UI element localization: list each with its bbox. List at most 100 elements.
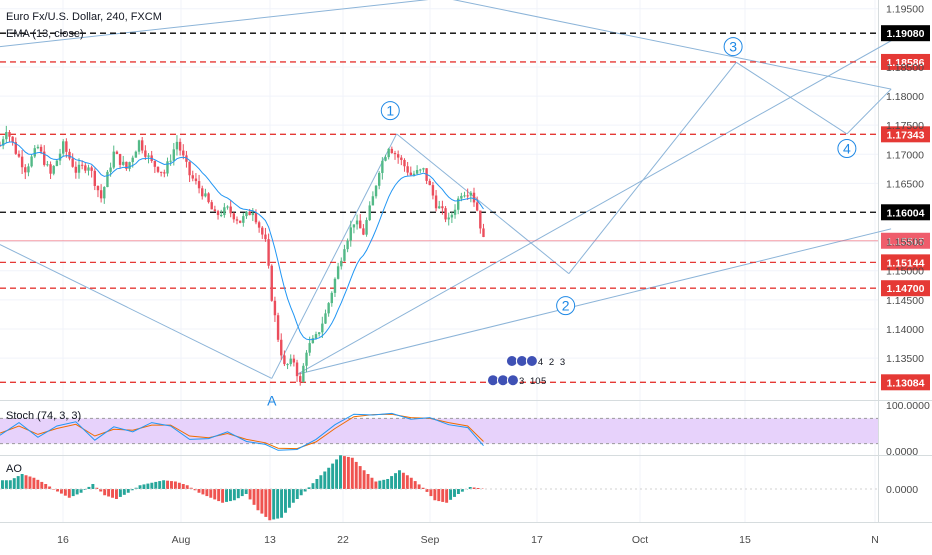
ao-bar	[150, 482, 154, 489]
ao-bar	[24, 475, 28, 489]
ao-bar	[130, 489, 134, 491]
ao-bar	[386, 479, 390, 489]
candle-body	[163, 172, 166, 174]
candle-body	[182, 150, 185, 156]
ao-bar	[276, 489, 280, 519]
candle-body	[314, 334, 318, 339]
level-price-label: 1.13084	[887, 377, 925, 389]
ao-pane	[0, 455, 878, 521]
candle-body	[43, 151, 46, 165]
ao-bar	[335, 459, 339, 489]
candle-body	[441, 206, 444, 209]
ao-bar	[209, 489, 213, 498]
candle-body	[178, 141, 182, 151]
trend-lines[interactable]	[0, 0, 892, 379]
candle-body	[141, 140, 144, 151]
event-count: 10	[530, 376, 541, 387]
stoch-tick-label: 100.0000	[886, 400, 930, 412]
candle-body	[201, 188, 204, 197]
ao-bar	[118, 489, 122, 497]
candle-body	[267, 239, 270, 266]
ao-bar	[429, 489, 433, 497]
ao-bar	[280, 489, 284, 518]
ao-bar	[107, 489, 111, 497]
candle-body	[384, 157, 387, 161]
wave-label-circle	[380, 101, 400, 121]
ao-bar	[20, 474, 24, 489]
ao-bar	[75, 489, 79, 495]
ao-bar	[358, 466, 362, 489]
candle-body	[415, 170, 419, 174]
ao-bar	[307, 487, 311, 489]
candle-body	[324, 313, 327, 324]
ao-bar	[453, 489, 456, 497]
ao-bar	[394, 473, 398, 489]
price-tick-label: 1.18000	[886, 91, 924, 103]
ao-legend[interactable]: AO	[6, 463, 22, 475]
candle-body	[134, 151, 138, 158]
price-tick-label: 1.16500	[886, 178, 924, 190]
ao-bar	[339, 455, 342, 489]
ao-bar	[256, 489, 260, 511]
candle-body	[49, 164, 52, 174]
wave-label: 3	[729, 39, 737, 55]
candle-body	[229, 206, 232, 214]
ao-bar	[79, 489, 83, 493]
ao-bar	[342, 456, 346, 489]
candle-body	[368, 205, 371, 221]
candle-body	[204, 193, 207, 197]
candle-body	[419, 169, 422, 171]
price-tick-label: 1.15500	[886, 237, 924, 249]
candle-body	[232, 213, 236, 220]
ao-bar	[225, 489, 228, 502]
time-tick-label: 22	[337, 534, 349, 546]
event-flag-icon	[505, 354, 518, 367]
candle-body	[482, 228, 485, 238]
ema-legend[interactable]: EMA (13, close)	[6, 28, 84, 40]
candle-body	[327, 303, 330, 314]
candle-body	[286, 364, 289, 366]
current-price-tag	[881, 232, 930, 249]
candle-body	[308, 343, 311, 353]
candle-body	[62, 141, 65, 154]
price-tick-label: 1.13500	[886, 353, 924, 365]
candle-body	[289, 358, 292, 365]
ao-bar	[476, 488, 480, 489]
candle-body	[39, 146, 43, 152]
candle-body	[36, 146, 40, 149]
candle-body	[257, 222, 261, 228]
horizontal-levels[interactable]	[0, 32, 878, 383]
trend-line	[0, 244, 272, 379]
candle-body	[292, 358, 296, 363]
ao-bar	[252, 489, 256, 505]
symbol-title[interactable]: Euro Fx/U.S. Dollar, 240, FXCM	[6, 11, 162, 23]
stoch-legend[interactable]: Stoch (74, 3, 3)	[6, 410, 82, 422]
candle-body	[280, 339, 283, 356]
candle-body	[71, 158, 74, 167]
ao-bar	[421, 487, 425, 489]
ao-tick-label: 0.0000	[886, 484, 918, 496]
time-axis-bg	[0, 523, 932, 550]
ao-bar	[260, 489, 264, 514]
candle-body	[406, 166, 409, 173]
candle-body	[153, 161, 157, 167]
candle-body	[403, 159, 406, 167]
wave-label-circle	[723, 37, 743, 57]
candle-body	[387, 148, 390, 158]
price-axis[interactable]: 1.19080 1.18586 1.17343 1.16004 1.15144 1.147…	[881, 4, 930, 496]
ao-bar	[366, 474, 370, 489]
candle-body	[1, 139, 5, 146]
candle-body	[457, 198, 460, 210]
event-count: 3	[560, 357, 565, 368]
ao-bar	[433, 489, 437, 501]
ao-bar	[291, 489, 295, 503]
wave-label: 1	[386, 103, 394, 119]
candle-body	[333, 278, 337, 293]
ao-bar	[122, 489, 126, 495]
time-axis[interactable]: 16 Aug 13 22 Sep 17 Oct 15 N	[0, 523, 932, 550]
